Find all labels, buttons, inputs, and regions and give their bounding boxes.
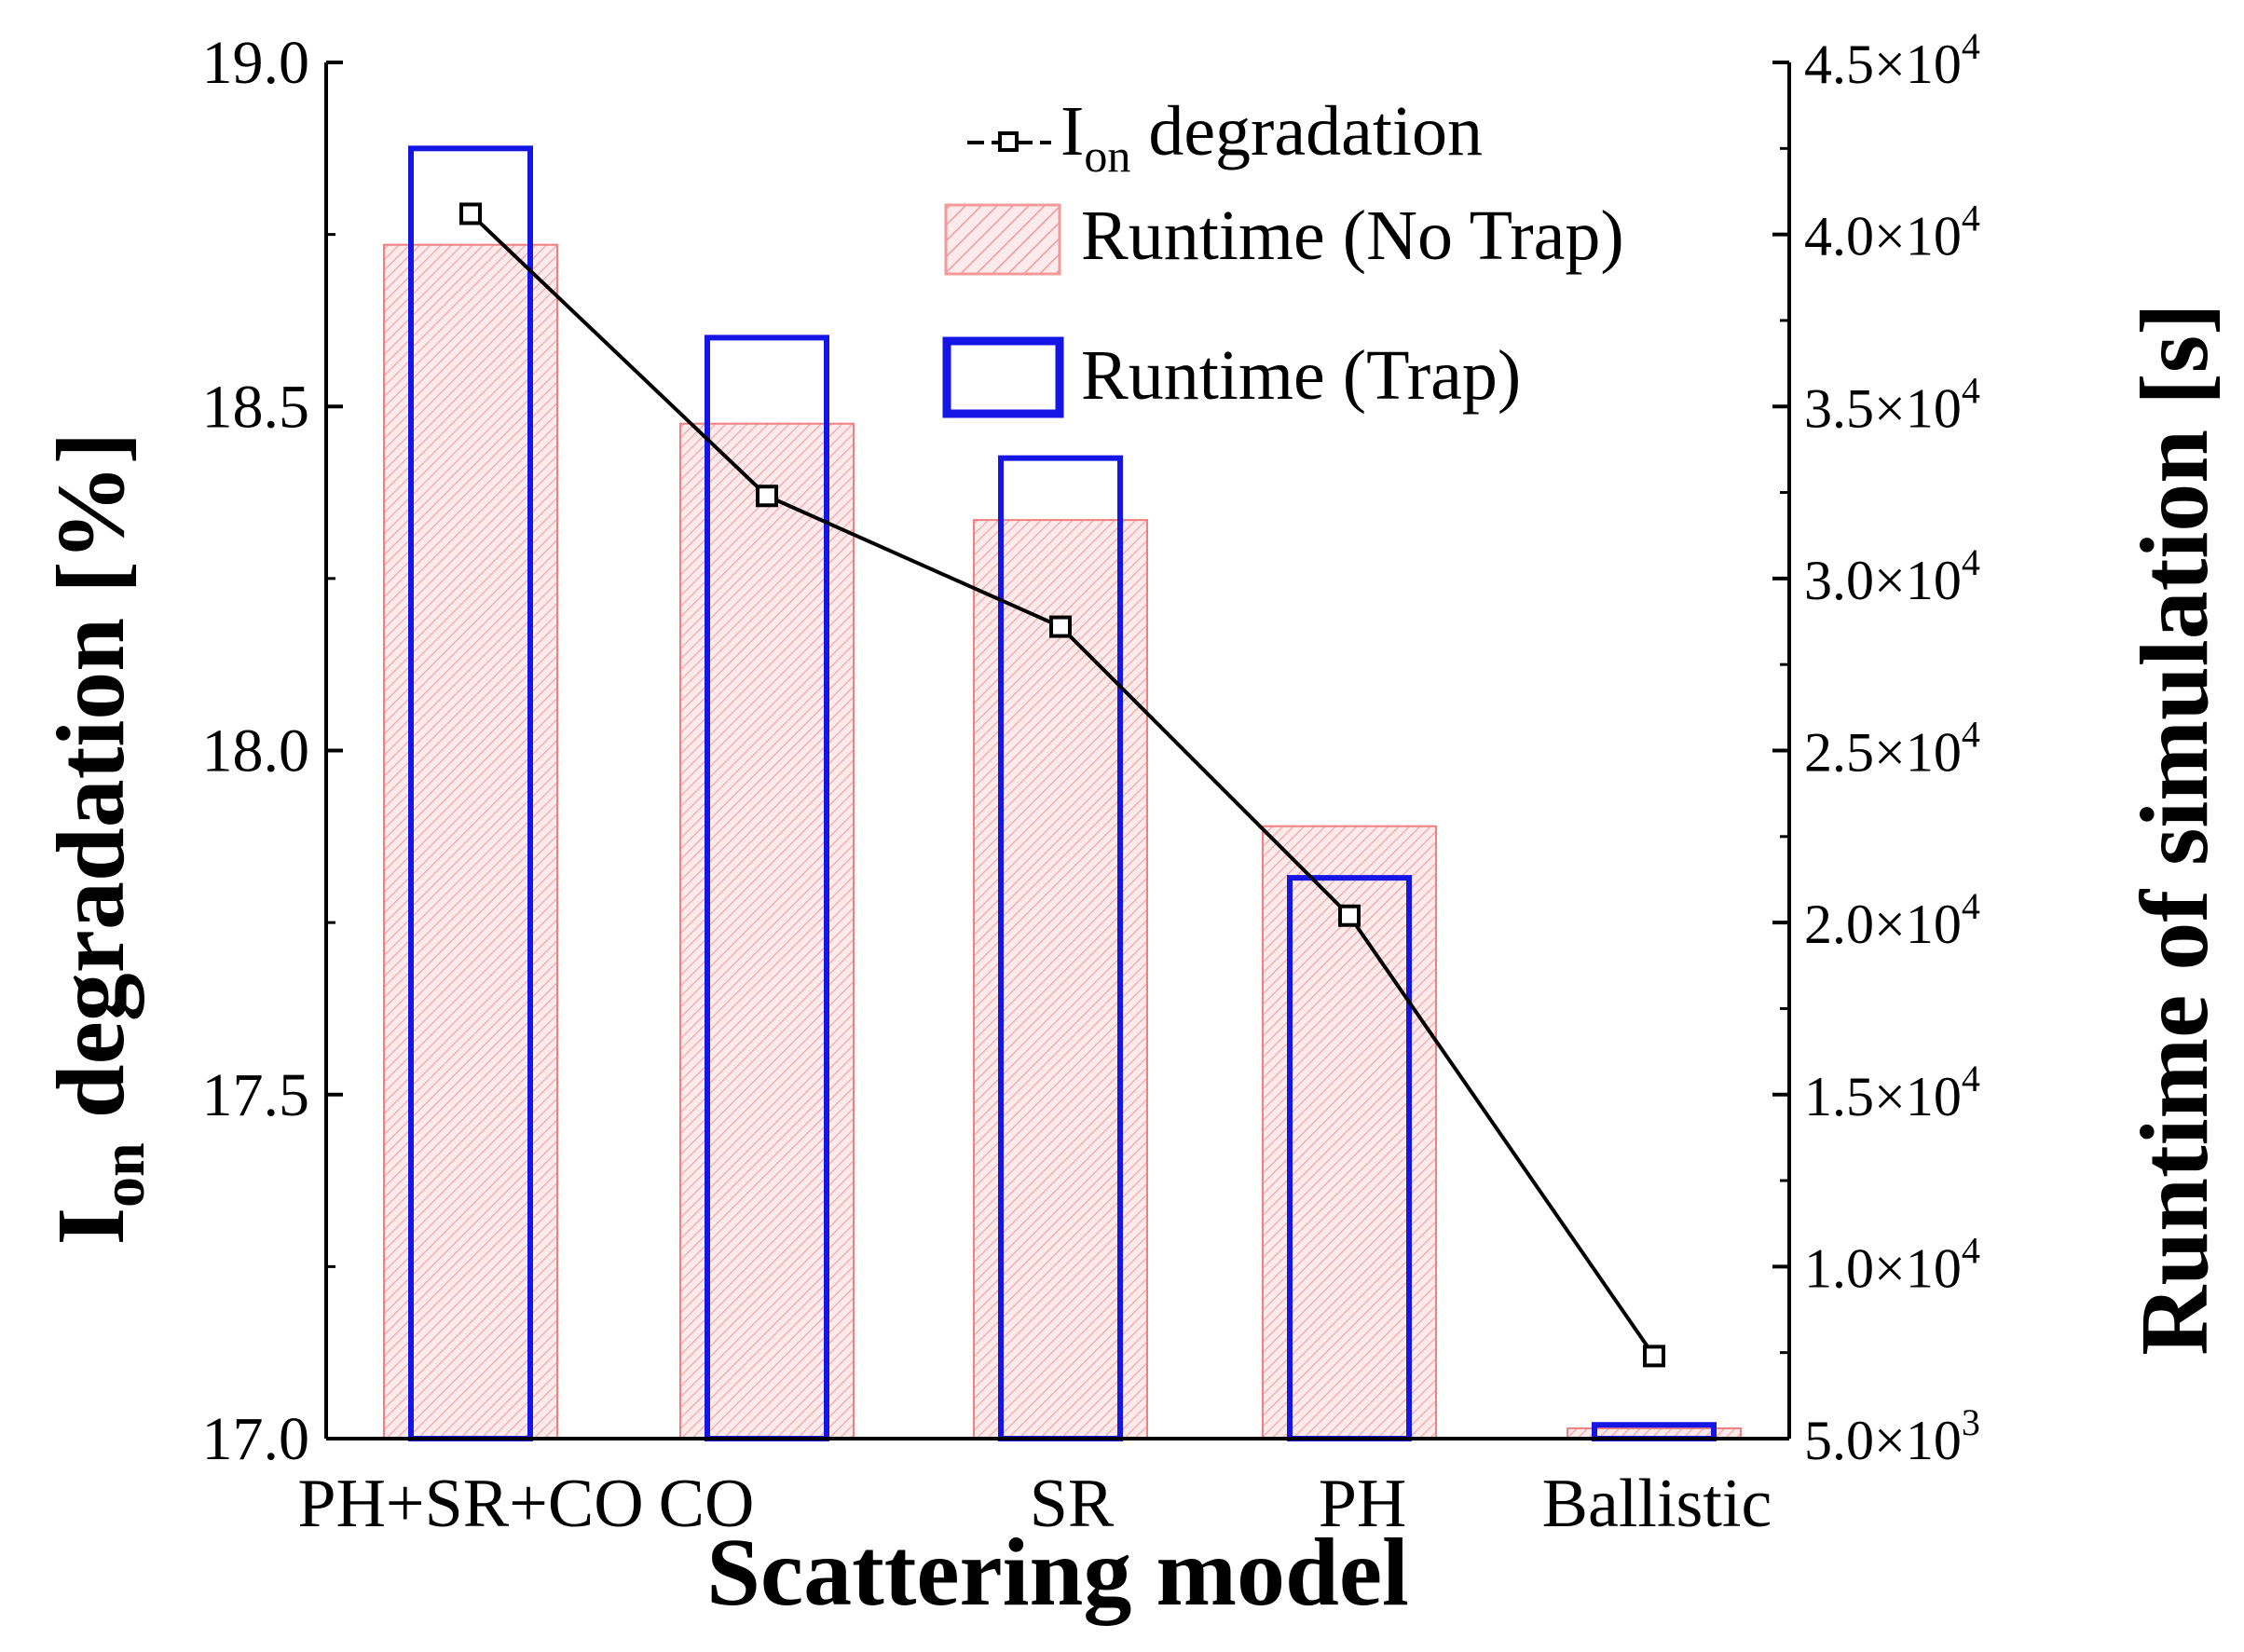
- x-axis-ticks: PH+SR+CO CO SR PH Ballistic: [297, 1466, 1772, 1542]
- x-axis-title: Scattering model: [706, 1519, 1409, 1626]
- y-axis-left-title: Ion degradation [%]: [37, 432, 157, 1246]
- legend-marker-sample: [998, 131, 1019, 152]
- x-tick-label-3: PH: [1319, 1466, 1407, 1542]
- legend-label-no-trap: Runtime (No Trap): [1081, 197, 1624, 275]
- right-tick-mantissa-2: 1.5×10: [1804, 1066, 1962, 1127]
- right-axis-ticks: 5.0×1031.0×1041.5×1042.0×1042.5×1043.0×1…: [1772, 25, 1980, 1471]
- right-tick-exponent-3: 4: [1962, 885, 1980, 927]
- legend-item-no-trap: Runtime (No Trap): [944, 197, 1624, 276]
- x-tick-label-2: SR: [1030, 1466, 1115, 1542]
- right-tick-label-4: 2.5×104: [1804, 714, 1980, 784]
- legend-label-trap: Runtime (Trap): [1081, 336, 1521, 415]
- right-tick-mantissa-3: 2.0×10: [1804, 894, 1962, 955]
- ion-marker-1: [756, 485, 778, 508]
- right-tick-mantissa-6: 3.5×10: [1804, 377, 1962, 439]
- right-tick-exponent-4: 4: [1962, 714, 1980, 756]
- right-tick-label-7: 4.0×104: [1804, 198, 1980, 267]
- legend-label-ion-main: I: [1060, 92, 1084, 171]
- runtime-no-trap-bars: [383, 243, 1742, 1440]
- right-tick-exponent-7: 4: [1962, 198, 1980, 239]
- right-tick-mantissa-1: 1.0×10: [1804, 1237, 1962, 1299]
- legend-label-ion-rest: degradation: [1130, 92, 1483, 171]
- legend-label-ion-sub: on: [1084, 130, 1130, 182]
- ion-marker-2: [1049, 615, 1072, 638]
- left-tick-label-2: 18.0: [202, 717, 310, 785]
- x-tick-label-1: CO: [659, 1466, 755, 1542]
- legend-hatch-swatch: [944, 203, 1061, 276]
- legend: Ion degradation Runtime (No Trap) Runtim…: [942, 92, 1624, 418]
- left-axis-ticks: 17.0 17.5 18.0 18.5 19.0: [202, 29, 343, 1473]
- right-tick-label-6: 3.5×104: [1804, 369, 1980, 439]
- y-axis-right-title: Runtime of simulation [s]: [2121, 303, 2228, 1356]
- right-tick-exponent-6: 4: [1962, 369, 1980, 411]
- right-tick-label-5: 3.0×104: [1804, 541, 1980, 611]
- right-tick-label-2: 1.5×104: [1804, 1058, 1980, 1127]
- right-tick-exponent-5: 4: [1962, 541, 1980, 583]
- right-tick-mantissa-0: 5.0×10: [1804, 1410, 1962, 1471]
- right-tick-label-3: 2.0×104: [1804, 885, 1980, 955]
- right-tick-label-1: 1.0×104: [1804, 1229, 1980, 1299]
- ion-marker-0: [459, 202, 482, 225]
- ion-degradation-line: [459, 202, 1665, 1368]
- right-tick-exponent-0: 3: [1962, 1401, 1980, 1443]
- right-tick-mantissa-5: 3.0×10: [1804, 550, 1962, 611]
- legend-item-trap: Runtime (Trap): [942, 336, 1521, 418]
- left-tick-label-3: 18.5: [202, 373, 310, 441]
- right-tick-label-0: 5.0×103: [1804, 1401, 1980, 1471]
- x-tick-label-4: Ballistic: [1542, 1466, 1772, 1542]
- right-tick-exponent-1: 4: [1962, 1229, 1980, 1271]
- right-tick-exponent-8: 4: [1962, 25, 1980, 67]
- y-axis-left-title-rest: degradation [%]: [37, 432, 144, 1143]
- legend-outline-swatch: [942, 336, 1064, 418]
- left-tick-label-1: 17.5: [202, 1061, 310, 1129]
- right-tick-mantissa-7: 4.0×10: [1804, 206, 1962, 267]
- y-axis-left-title-sub: on: [89, 1142, 157, 1208]
- right-tick-mantissa-4: 2.5×10: [1804, 722, 1962, 784]
- left-tick-label-4: 19.0: [202, 29, 310, 97]
- left-tick-label-0: 17.0: [202, 1405, 310, 1473]
- x-tick-label-0: PH+SR+CO: [297, 1466, 643, 1542]
- legend-item-ion: Ion degradation: [967, 92, 1483, 182]
- ion-marker-3: [1338, 904, 1361, 927]
- ion-marker-4: [1643, 1345, 1665, 1368]
- right-tick-label-8: 4.5×104: [1804, 25, 1980, 95]
- right-tick-mantissa-8: 4.5×10: [1804, 34, 1962, 95]
- y-axis-left-title-main: I: [37, 1208, 144, 1245]
- right-tick-exponent-2: 4: [1962, 1058, 1980, 1099]
- legend-label-ion: Ion degradation: [1060, 92, 1483, 182]
